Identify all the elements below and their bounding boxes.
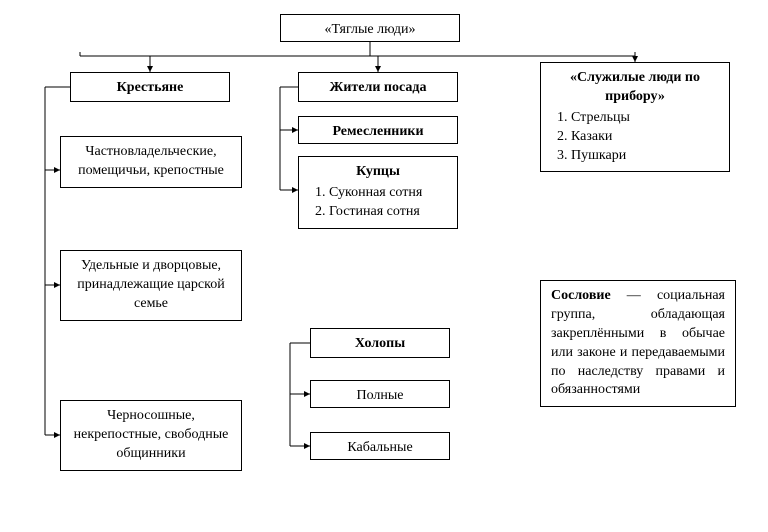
peasants-node: Крестьяне [70,72,230,102]
craftsmen-node: Ремесленники [298,116,458,144]
service-item: Стрельцы [571,109,719,128]
merchants-node: Купцы Суконная сотня Гостиная сотня [298,156,458,229]
service-item: Казаки [571,128,719,147]
kholopy-bonded-label: Кабальные [347,440,412,455]
posad-node: Жители посада [298,72,458,102]
service-title: «Служилые люди по прибору» [551,69,719,107]
merchants-item: Гостиная сотня [329,203,447,222]
kholopy-label: Холопы [355,336,405,351]
kholopy-bonded-node: Кабальные [310,432,450,460]
root-label: «Тяглые люди» [325,22,416,37]
kholopy-full-label: Полные [356,388,403,403]
definition-term: Сословие [551,288,611,303]
merchants-title: Купцы [309,163,447,182]
peasants-label: Крестьяне [117,80,184,95]
service-node: «Служилые люди по прибору» Стрельцы Каза… [540,62,730,172]
definition-text: — социальная группа, обладающая закреплё… [551,288,725,397]
peasants-black-label: Черносошные, некрепостные, свободные общ… [74,408,229,461]
service-list: Стрельцы Казаки Пушкари [551,109,719,166]
peasants-private-node: Частновладельческие, помещичьи, крепостн… [60,136,242,188]
service-item: Пушкари [571,147,719,166]
peasants-private-label: Частновладельческие, помещичьи, крепостн… [78,144,224,178]
merchants-list: Суконная сотня Гостиная сотня [309,184,447,222]
merchants-item: Суконная сотня [329,184,447,203]
peasants-appanage-node: Удельные и дворцовые, принадлежащие царс… [60,250,242,321]
posad-label: Жители посада [330,80,427,95]
kholopy-full-node: Полные [310,380,450,408]
peasants-black-node: Черносошные, некрепостные, свободные общ… [60,400,242,471]
root-node: «Тяглые люди» [280,14,460,42]
kholopy-node: Холопы [310,328,450,358]
craftsmen-label: Ремесленники [332,124,423,139]
definition-node: Сословие — социальная группа, обладающая… [540,280,736,407]
peasants-appanage-label: Удельные и дворцовые, принадлежащие царс… [77,258,224,311]
